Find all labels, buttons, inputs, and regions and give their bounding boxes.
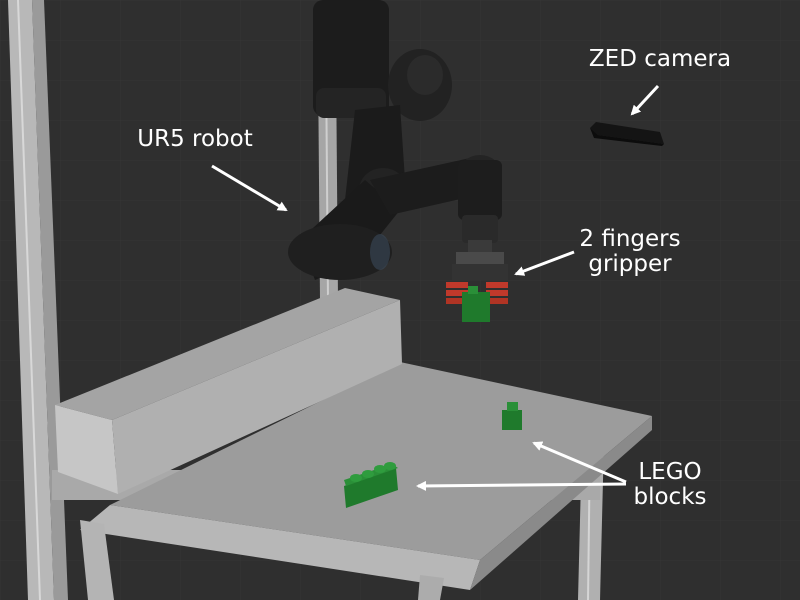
arrow-lego-long <box>416 480 627 491</box>
label-gripper-line2: gripper <box>588 251 672 277</box>
lego-block-single <box>502 402 522 430</box>
label-lego-line1: LEGO <box>638 459 702 485</box>
label-zed-text: ZED camera <box>588 46 732 72</box>
label-gripper: 2 fingers gripper <box>560 227 700 277</box>
zed-camera <box>590 122 664 146</box>
two-finger-gripper <box>446 252 508 322</box>
label-ur5-robot: UR5 robot <box>120 127 270 152</box>
ur5-robot <box>288 0 502 280</box>
lego-block-long <box>344 462 398 508</box>
label-ur5-text: UR5 robot <box>137 126 253 152</box>
label-gripper-line1: 2 fingers <box>579 226 681 252</box>
arrow-lego-single <box>532 441 627 484</box>
label-zed-camera: ZED camera <box>580 47 740 72</box>
arrow-gripper <box>514 250 575 276</box>
label-lego-blocks: LEGO blocks <box>610 460 730 510</box>
arrow-robot <box>211 164 288 212</box>
arrow-camera <box>630 84 660 116</box>
table-shelf <box>55 288 402 494</box>
label-lego-line2: blocks <box>633 484 707 510</box>
